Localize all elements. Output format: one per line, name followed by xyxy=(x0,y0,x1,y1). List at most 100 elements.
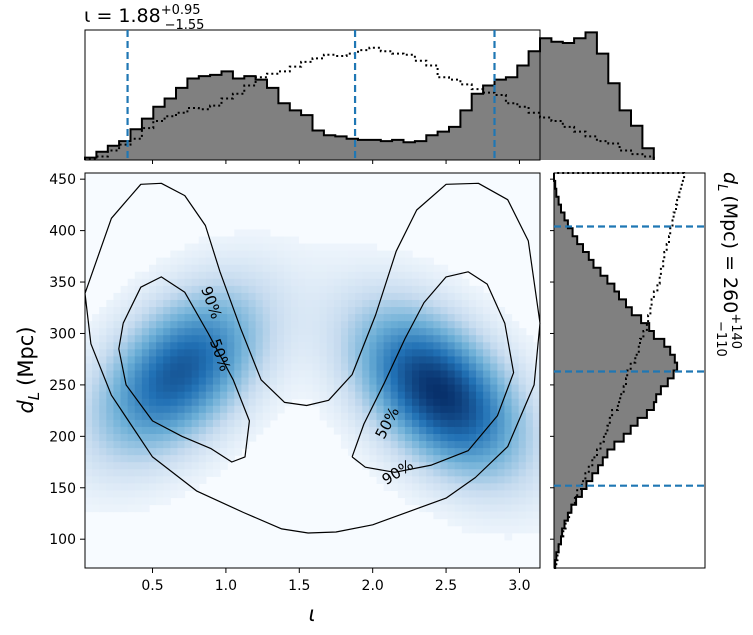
heatmap-cell xyxy=(298,377,306,386)
heatmap-cell xyxy=(255,299,264,308)
heatmap-cell xyxy=(419,285,427,294)
heatmap-cell xyxy=(369,412,378,421)
heatmap-cell xyxy=(255,271,264,280)
heatmap-cell xyxy=(220,377,228,386)
heatmap-cell xyxy=(447,307,456,315)
heatmap-cell xyxy=(106,314,115,322)
heatmap-cell xyxy=(227,405,235,414)
heatmap-cell xyxy=(227,363,235,372)
heatmap-cell xyxy=(220,363,228,372)
heatmap-cell xyxy=(276,370,285,379)
heatmap-cell xyxy=(198,356,207,365)
heatmap-cell xyxy=(205,384,214,393)
y-axis-label: dL(Mpc) xyxy=(14,326,43,413)
heatmap-cell xyxy=(369,384,378,393)
heatmap-cell xyxy=(340,328,349,336)
heatmap-cell xyxy=(220,441,228,449)
heatmap-cell xyxy=(355,285,363,294)
heatmap-cell xyxy=(412,321,420,329)
heatmap-cell xyxy=(404,497,413,506)
heatmap-cell xyxy=(312,328,321,336)
heatmap-cell xyxy=(227,377,235,386)
heatmap-cell xyxy=(433,469,442,477)
heatmap-cell xyxy=(184,349,193,357)
heatmap-cell xyxy=(468,356,477,365)
heatmap-cell xyxy=(518,398,527,407)
heatmap-cell xyxy=(383,469,392,477)
heatmap-cell xyxy=(248,229,257,238)
heatmap-cell xyxy=(99,342,107,350)
heatmap-cell xyxy=(241,441,250,449)
heatmap-cell xyxy=(412,328,420,336)
heatmap-cell xyxy=(468,469,477,477)
heatmap-cell xyxy=(99,328,107,336)
heatmap-cell xyxy=(99,476,107,484)
heatmap-cell xyxy=(113,405,122,414)
heatmap-cell xyxy=(191,405,200,414)
heatmap-cell xyxy=(248,398,257,407)
heatmap-cell xyxy=(120,490,129,499)
heatmap-cell xyxy=(141,433,150,442)
heatmap-cell xyxy=(433,462,442,470)
heatmap-cell xyxy=(248,335,257,343)
heatmap-cell xyxy=(376,412,385,421)
heatmap-cell xyxy=(234,419,243,428)
heatmap-cell xyxy=(454,307,463,315)
heatmap-cell xyxy=(113,299,122,308)
heatmap-cell xyxy=(532,370,541,379)
heatmap-cell xyxy=(390,391,399,400)
contour-line-50pct xyxy=(351,271,515,473)
heatmap-cell xyxy=(390,462,399,470)
heatmap-cell xyxy=(134,285,143,294)
heatmap-cell xyxy=(170,299,179,308)
heatmap-cell xyxy=(454,426,463,435)
heatmap-cell xyxy=(312,285,321,294)
heatmap-cell xyxy=(326,335,335,343)
contour-line-90pct xyxy=(84,182,541,534)
heatmap-cell xyxy=(106,349,115,357)
heatmap-cell xyxy=(333,370,342,379)
heatmap-cell xyxy=(184,370,193,379)
heatmap-cell xyxy=(490,370,498,379)
heatmap-cell xyxy=(205,370,214,379)
heatmap-cell xyxy=(369,455,378,463)
heatmap-cell xyxy=(85,377,93,386)
heatmap-cell xyxy=(148,455,157,463)
heatmap-cell xyxy=(397,455,406,463)
heatmap-cell xyxy=(525,419,534,428)
heatmap-cell xyxy=(255,398,264,407)
heatmap-cell xyxy=(490,419,498,428)
heatmap-cell xyxy=(262,356,271,365)
heatmap-cell xyxy=(234,426,243,435)
heatmap-cell xyxy=(532,497,541,506)
x-tick-label: 1.5 xyxy=(288,578,310,594)
heatmap-cell xyxy=(433,412,442,421)
heatmap-cell xyxy=(127,285,136,294)
heatmap-cell xyxy=(156,419,164,428)
heatmap-cell xyxy=(134,405,143,414)
heatmap-cell xyxy=(412,285,420,294)
heatmap-cell xyxy=(92,314,100,322)
heatmap-cell xyxy=(212,243,221,252)
heatmap-cell xyxy=(426,328,434,336)
heatmap-cell xyxy=(447,497,456,506)
heatmap-cell xyxy=(205,285,214,294)
heatmap-cell xyxy=(497,525,506,534)
heatmap-cell xyxy=(440,426,449,435)
heatmap-cell xyxy=(348,384,356,393)
heatmap-cell xyxy=(92,455,100,463)
heatmap-cell xyxy=(390,448,399,456)
heatmap-cell xyxy=(440,412,449,421)
heatmap-cell xyxy=(170,271,179,280)
heatmap-cell xyxy=(177,321,186,329)
heatmap-cell xyxy=(156,405,164,414)
heatmap-cell xyxy=(348,426,356,435)
heatmap-cell xyxy=(134,455,143,463)
heatmap-cell xyxy=(426,398,434,407)
heatmap-cell xyxy=(85,441,93,449)
heatmap-cell xyxy=(312,335,321,343)
heatmap-cell xyxy=(404,476,413,484)
heatmap-cell xyxy=(248,278,257,287)
heatmap-cell xyxy=(390,321,399,329)
heatmap-cell xyxy=(141,349,150,357)
